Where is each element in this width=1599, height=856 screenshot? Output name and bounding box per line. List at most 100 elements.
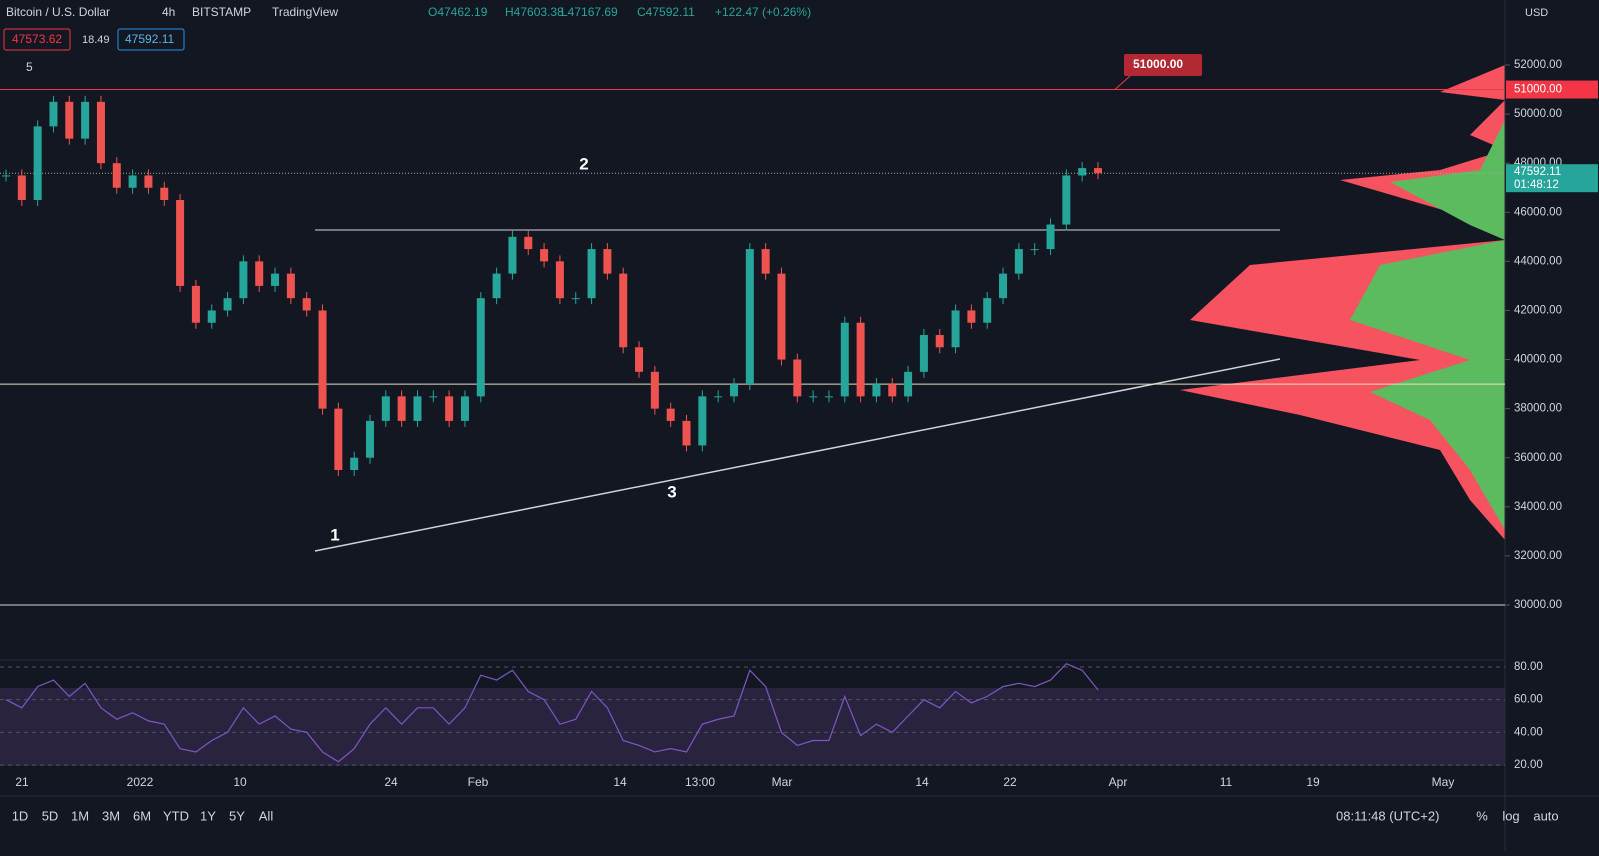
range-button[interactable]: 3M [102,808,120,823]
candle-body [476,298,485,397]
candle-body [888,384,897,397]
candle-body [207,310,216,323]
candle-body [508,236,517,274]
y-tick-label: 34000.00 [1514,501,1562,513]
y-tick-label: 44000.00 [1514,255,1562,267]
ohlc-value: C47592.11 [637,5,695,19]
candle-body [951,310,960,348]
range-button[interactable]: 1D [12,808,29,823]
y-tick-label: 36000.00 [1514,452,1562,464]
candle-body [904,371,913,397]
candle-body [967,310,976,323]
candle-body [286,273,295,299]
axis-option[interactable]: auto [1533,808,1558,823]
candle-body [160,187,169,200]
candle-body [445,396,454,421]
candle-body [919,335,928,372]
candle-body [666,408,675,421]
ohlc-value: +122.47 (+0.26%) [715,5,811,19]
interval: 4h [162,5,175,19]
x-tick-label: 2022 [127,775,154,789]
ask: 47592.11 [125,32,174,46]
candle-body [571,298,580,300]
candle-body [397,396,406,421]
last-price-label: 47592.11 [1514,166,1561,178]
level-axis-label: 51000.00 [1514,84,1562,96]
range-button[interactable]: All [259,808,274,823]
exchange: BITSTAMP [192,5,251,19]
countdown: 01:48:12 [1514,179,1559,191]
annotation: 3 [667,482,676,501]
candle-body [745,249,754,385]
header: Bitcoin / U.S. Dollar 4h BITSTAMP Tradin… [3,5,1548,74]
rsi-tick-label: 40.00 [1514,726,1543,738]
rsi-band [0,688,1505,766]
indicator-count[interactable]: 5 [26,60,33,74]
x-tick-label: 10 [233,775,247,789]
currency[interactable]: USD [1525,7,1548,19]
x-tick-label: 13:00 [685,775,715,789]
range-button[interactable]: YTD [163,808,189,823]
candle-body [381,396,390,421]
candle-body [144,175,153,188]
axis-option[interactable]: log [1502,808,1519,823]
candle-body [17,175,26,200]
y-tick-label: 38000.00 [1514,403,1562,415]
candle-body [302,298,311,311]
x-tick-label: Mar [772,775,793,789]
candle-body [603,249,612,274]
candle-body [983,298,992,323]
range-button[interactable]: 5Y [229,808,245,823]
candle-body [492,273,501,299]
candle-body [413,396,422,421]
candle-body [1014,249,1023,274]
range-button[interactable]: 1M [71,808,89,823]
candle-body [999,273,1008,299]
candle-body [1030,249,1039,251]
axis-option[interactable]: % [1476,808,1488,823]
candle-body [33,126,42,200]
x-tick-label: 22 [1003,775,1017,789]
x-tick-label: 14 [613,775,627,789]
candle-body [714,396,723,398]
level-callout-pointer [1114,75,1131,90]
candle-body [334,408,343,470]
candle-body [935,335,944,348]
rsi-tick-label: 60.00 [1514,694,1543,706]
x-tick-label: 11 [1220,775,1233,789]
range-button[interactable]: 1Y [200,808,216,823]
candle-body [635,347,644,372]
candle-body [429,396,438,398]
x-tick-label: 21 [15,775,29,789]
range-button[interactable]: 6M [133,808,151,823]
candle-body [872,384,881,397]
rsi-line [5,663,1099,763]
candle-body [128,175,137,188]
candle-body [239,261,248,299]
level-axis-box [1506,80,1598,99]
y-tick-label: 46000.00 [1514,206,1562,218]
y-tick-label: 40000.00 [1514,354,1562,366]
bid-box [3,28,71,51]
x-tick-label: 19 [1306,775,1320,789]
candle-body [81,101,90,139]
x-tick-label: 24 [384,775,398,789]
y-tick-label: 32000.00 [1514,550,1562,562]
rsi-tick-label: 20.00 [1514,759,1543,771]
candle-body [460,396,469,421]
candle-body [223,298,232,311]
trend-line [314,358,1281,552]
candle-body [96,101,105,164]
candle-body [555,261,564,299]
spread: 18.49 [82,34,110,46]
candle-body [271,273,280,286]
candle-body [255,261,264,286]
candle-body [793,359,802,397]
clock: 08:11:48 (UTC+2) [1336,808,1439,823]
range-button[interactable]: 5D [42,808,59,823]
last-price-box [1506,164,1598,193]
candle-body [761,249,770,274]
x-tick-label: 14 [915,775,929,789]
y-tick-label: 52000.00 [1514,59,1562,71]
